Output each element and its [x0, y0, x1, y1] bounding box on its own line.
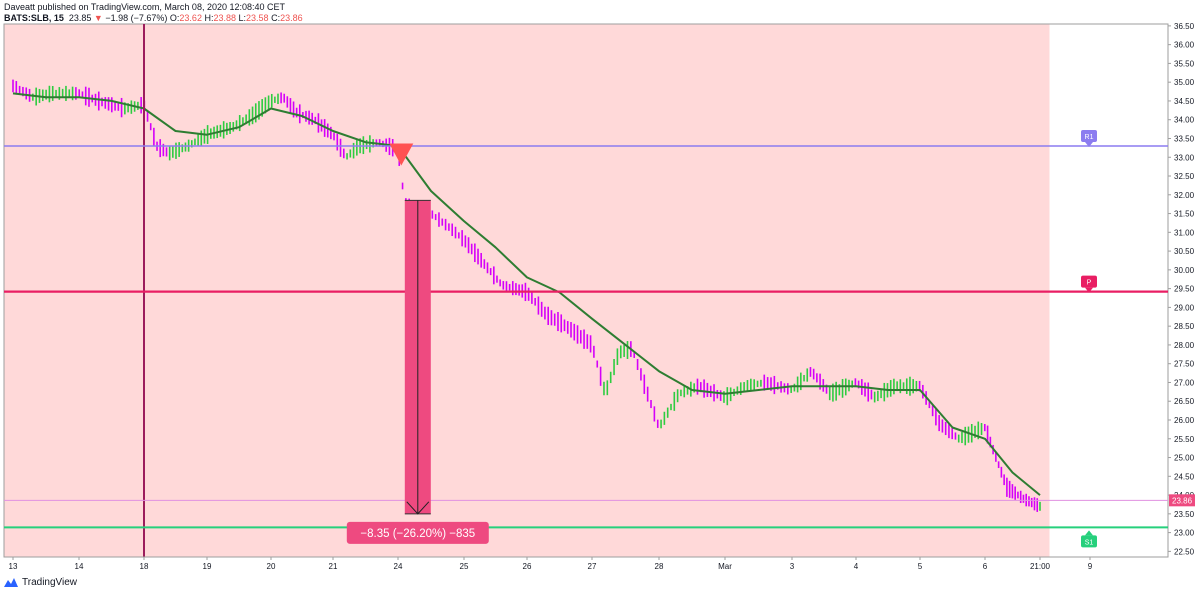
x-tick-label: 27	[588, 562, 597, 571]
x-tick-label: 24	[394, 562, 403, 571]
level-label-p: P	[1087, 280, 1092, 287]
y-tick-label: 31.00	[1174, 228, 1195, 237]
x-tick-label: 4	[854, 562, 859, 571]
level-badge-pointer-icon	[1085, 287, 1093, 293]
down-arrow-icon: ▼	[93, 13, 103, 23]
last-price: 23.85	[68, 13, 92, 23]
y-tick-label: 29.50	[1174, 285, 1195, 294]
y-tick-label: 26.00	[1174, 416, 1195, 425]
low-label: L:	[238, 13, 247, 23]
x-tick-label: 9	[1088, 562, 1093, 571]
session-zone	[4, 24, 1050, 557]
price-change: −1.98 (−7.67%)	[105, 13, 168, 23]
moving-average-line	[12, 92, 1041, 496]
y-tick-label: 27.00	[1174, 378, 1195, 387]
y-tick-label: 28.50	[1174, 322, 1195, 331]
x-tick-label: 5	[918, 562, 923, 571]
x-tick-label: 21	[329, 562, 338, 571]
measure-arrow-head-icon	[406, 501, 430, 515]
y-tick-label: 28.00	[1174, 341, 1195, 350]
y-tick-label: 22.50	[1174, 547, 1195, 556]
x-tick-label: 21:00	[1030, 562, 1051, 571]
x-tick-label: 19	[203, 562, 212, 571]
y-tick-label: 30.00	[1174, 266, 1195, 275]
close-label: C:	[271, 13, 281, 23]
x-tick-label: 26	[523, 562, 532, 571]
last-price-badge	[1169, 494, 1195, 507]
level-badge-s1[interactable]	[1081, 535, 1097, 548]
y-tick-label: 33.00	[1174, 153, 1195, 162]
y-tick-label: 32.00	[1174, 191, 1195, 200]
y-tick-label: 23.00	[1174, 529, 1195, 538]
tradingview-logo[interactable]: TradingView	[4, 577, 77, 588]
x-tick-label: 28	[655, 562, 664, 571]
symbol-label: BATS:SLB, 15	[4, 13, 64, 23]
y-tick-label: 34.00	[1174, 116, 1195, 125]
y-tick-label: 25.00	[1174, 454, 1195, 463]
x-tick-label: 6	[983, 562, 988, 571]
publish-info: Daveatt published on TradingView.com, Ma…	[4, 2, 286, 12]
level-badge-p[interactable]	[1081, 275, 1097, 288]
y-tick-label: 27.50	[1174, 360, 1195, 369]
measure-label: −8.35 (−26.20%) −835	[360, 528, 475, 540]
y-tick-label: 26.50	[1174, 397, 1195, 406]
tradingview-brand: TradingView	[22, 577, 78, 588]
level-badge-pointer-icon	[1085, 141, 1093, 147]
x-tick-label: 18	[140, 562, 149, 571]
y-tick-label: 35.50	[1174, 59, 1195, 68]
x-tick-label: Mar	[718, 562, 732, 571]
y-tick-label: 25.50	[1174, 435, 1195, 444]
low-value: 23.58	[246, 13, 269, 23]
x-tick-label: 25	[460, 562, 469, 571]
high-label: H:	[204, 13, 214, 23]
x-tick-label: 14	[75, 562, 84, 571]
tradingview-icon	[4, 578, 18, 587]
symbol-info: BATS:SLB, 15 23.85 ▼ −1.98 (−7.67%) O:23…	[4, 13, 303, 23]
y-tick-label: 36.50	[1174, 22, 1195, 31]
level-badge-r1[interactable]	[1081, 129, 1097, 142]
x-tick-label: 3	[790, 562, 795, 571]
measure-label-box	[346, 521, 489, 544]
x-tick-label: 13	[9, 562, 18, 571]
y-tick-label: 30.50	[1174, 247, 1195, 256]
close-value: 23.86	[280, 13, 303, 23]
high-value: 23.88	[213, 13, 236, 23]
y-tick-label: 34.50	[1174, 97, 1195, 106]
level-badge-pointer-icon	[1085, 530, 1093, 536]
y-tick-label: 23.50	[1174, 510, 1195, 519]
y-tick-label: 32.50	[1174, 172, 1195, 181]
y-tick-label: 24.50	[1174, 472, 1195, 481]
y-tick-label: 29.00	[1174, 303, 1195, 312]
x-tick-label: 20	[267, 562, 276, 571]
open-value: 23.62	[179, 13, 202, 23]
last-price-badge-label: 23.86	[1172, 496, 1193, 505]
level-label-r1: R1	[1085, 134, 1094, 141]
y-tick-label: 33.50	[1174, 134, 1195, 143]
y-tick-label: 36.00	[1174, 41, 1195, 50]
sell-signal-icon[interactable]	[389, 143, 414, 166]
open-label: O:	[169, 13, 180, 23]
chart-legend: Daveatt published on TradingView.com, Ma…	[4, 2, 303, 24]
y-tick-label: 35.00	[1174, 78, 1195, 87]
y-tick-label: 31.50	[1174, 210, 1195, 219]
level-label-s1: S1	[1085, 539, 1094, 546]
